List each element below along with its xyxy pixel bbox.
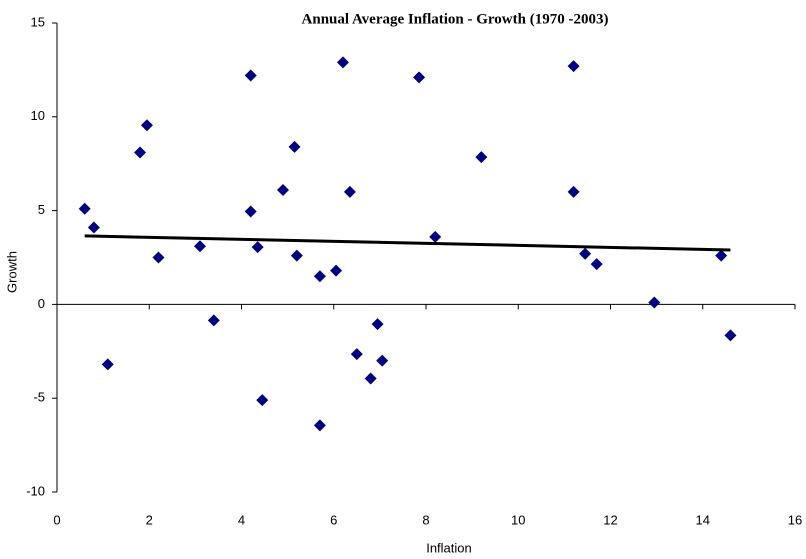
x-tick-label: 8: [422, 512, 429, 527]
trendline: [84, 234, 731, 252]
point: [330, 264, 343, 277]
point: [376, 354, 389, 367]
point: [277, 183, 290, 196]
point: [371, 318, 384, 331]
y-tick-label: -10: [26, 483, 45, 498]
x-tick-label: 16: [788, 512, 802, 527]
point: [313, 270, 326, 283]
point: [567, 185, 580, 198]
point: [256, 394, 269, 407]
point: [87, 221, 100, 234]
y-axis-title: Growth: [4, 251, 19, 293]
point: [78, 202, 91, 215]
point: [244, 69, 257, 82]
x-tick-label: 12: [603, 512, 617, 527]
point: [579, 247, 592, 260]
x-tick-label: 14: [696, 512, 710, 527]
point: [290, 249, 303, 262]
x-tick-label: 6: [330, 512, 337, 527]
point: [567, 60, 580, 73]
point: [101, 358, 114, 371]
point: [251, 241, 264, 254]
x-tick-label: 4: [238, 512, 245, 527]
point: [413, 71, 426, 84]
point: [715, 249, 728, 262]
point: [193, 240, 206, 253]
point: [429, 230, 442, 243]
point: [648, 296, 661, 309]
point: [724, 329, 737, 342]
y-tick-label: -5: [33, 390, 45, 405]
y-tick-label: 10: [31, 108, 45, 123]
x-tick-label: 0: [53, 512, 60, 527]
y-tick-label: 0: [38, 296, 45, 311]
point: [475, 151, 488, 164]
y-tick-label: 5: [38, 202, 45, 217]
point: [350, 348, 363, 361]
y-tick-label: 15: [31, 14, 45, 29]
point: [336, 56, 349, 69]
point: [590, 258, 603, 271]
point: [207, 314, 220, 327]
point: [364, 372, 377, 385]
x-tick-label: 2: [146, 512, 153, 527]
point: [152, 251, 165, 264]
x-tick-label: 10: [511, 512, 525, 527]
point: [140, 119, 153, 132]
point: [288, 140, 301, 153]
point: [134, 146, 147, 159]
point: [313, 419, 326, 432]
x-axis-title: Inflation: [426, 540, 472, 555]
point: [343, 185, 356, 198]
chart-title: Annual Average Inflation - Growth (1970 …: [302, 11, 609, 27]
point: [244, 205, 257, 218]
